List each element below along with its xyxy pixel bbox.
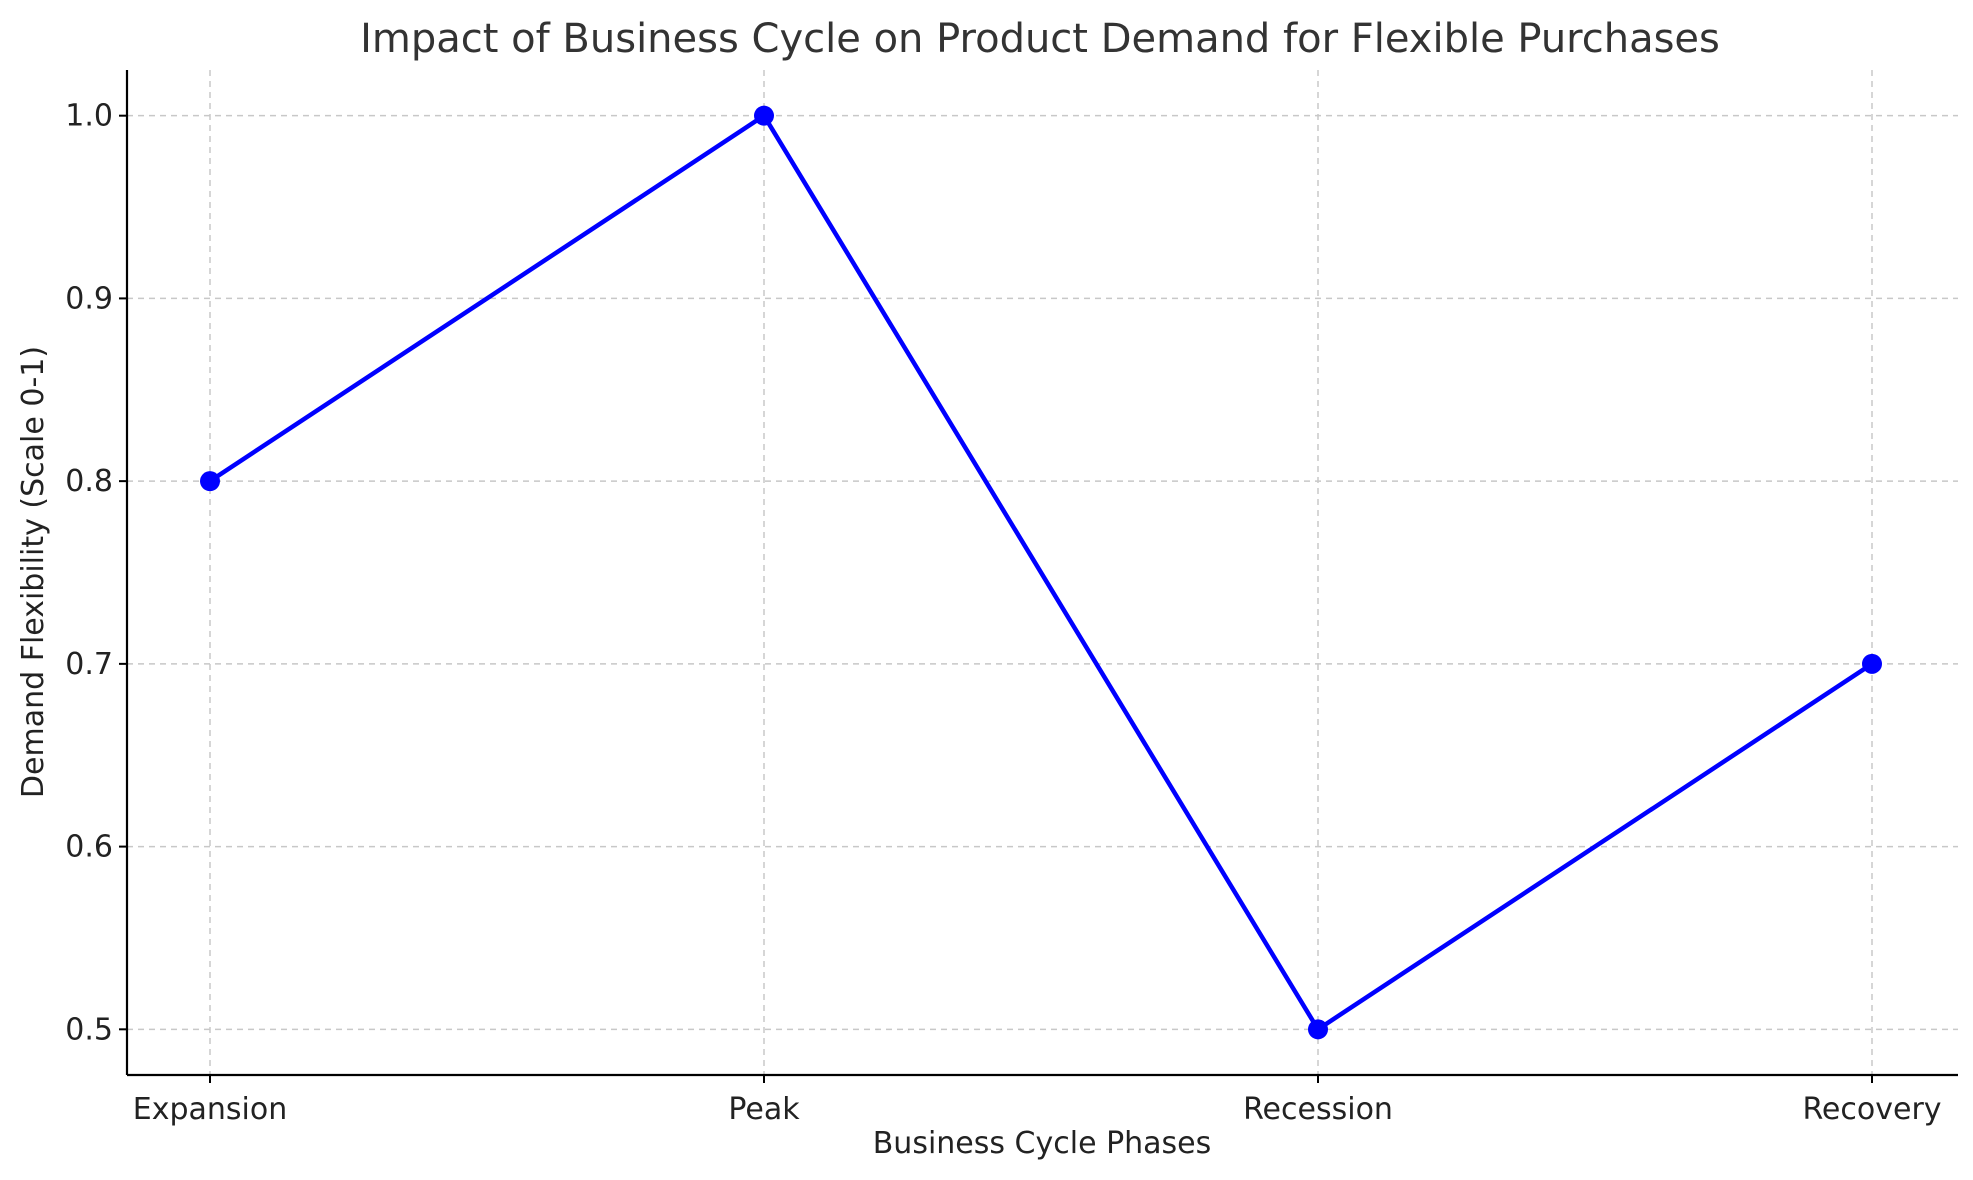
data-point — [1308, 1019, 1328, 1040]
x-tick-label: Expansion — [133, 1092, 287, 1127]
chart-title: Impact of Business Cycle on Product Dema… — [360, 16, 1720, 62]
data-point — [754, 105, 774, 126]
y-tick-label: 0.8 — [65, 464, 113, 499]
y-tick-label: 0.5 — [65, 1012, 113, 1047]
ticks: 0.5 0.6 0.7 0.8 0.9 1.0 Expansion Peak Recession… — [65, 99, 1941, 1127]
y-tick-label: 1.0 — [65, 99, 113, 134]
series-line — [207, 113, 1875, 1032]
x-axis-label: Business Cycle Phases — [873, 1126, 1212, 1161]
y-tick-label: 0.7 — [65, 647, 113, 682]
x-tick-label: Peak — [728, 1092, 800, 1127]
y-axis-label: Demand Flexibility (Scale 0-1) — [16, 346, 51, 798]
grid — [127, 70, 1958, 1075]
y-tick-label: 0.6 — [65, 830, 113, 865]
y-tick-label: 0.9 — [65, 281, 113, 316]
x-tick-label: Recovery — [1802, 1092, 1941, 1127]
axes — [125, 70, 1958, 1077]
x-tick-label: Recession — [1243, 1092, 1393, 1127]
data-point — [1862, 653, 1882, 674]
data-point — [200, 471, 220, 492]
series-layer — [200, 105, 1882, 1040]
